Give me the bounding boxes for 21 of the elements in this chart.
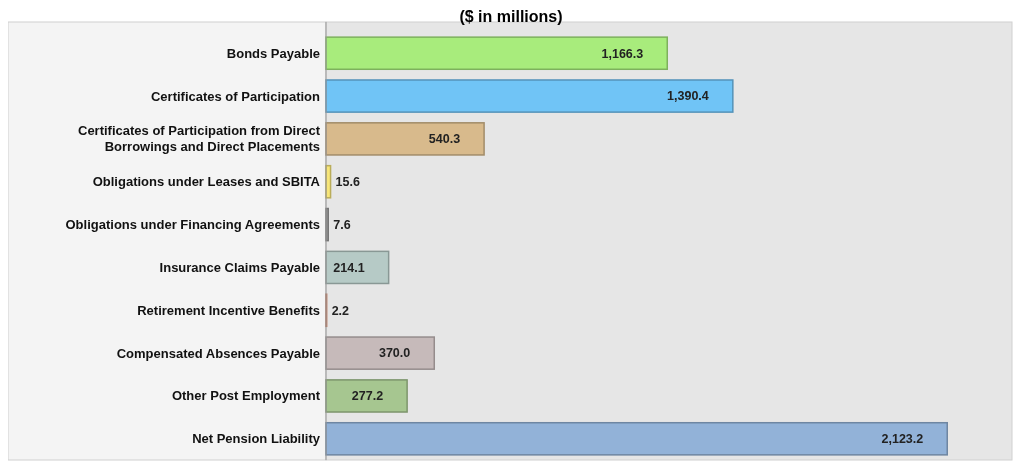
y-tick-label: Bonds Payable (226, 45, 320, 61)
y-tick-label: Insurance Claims Payable (159, 259, 320, 275)
y-tick-label: Retirement Incentive Benefits (137, 302, 320, 318)
y-tick-label: Obligations under Leases and SBITA (92, 174, 321, 190)
data-label: 1,166.3 (601, 46, 644, 61)
data-label: 2,123.2 (881, 432, 924, 447)
y-tick-label: Obligations under Financing Agreements (65, 217, 320, 233)
data-label: 2.2 (331, 303, 350, 318)
y-tick-label: Net Pension Liability (192, 431, 321, 447)
y-tick-label: Certificates of Participation from Direct Borrowings and Direct Placements (78, 123, 321, 155)
data-label: 15.6 (335, 175, 360, 190)
y-tick-label: Other Post Employment (171, 388, 321, 404)
data-label: 370.0 (378, 346, 411, 361)
data-label: 214.1 (333, 260, 365, 275)
data-label: 540.3 (428, 132, 461, 147)
y-tick-label: Certificates of Participation (150, 88, 321, 104)
data-label: 277.2 (351, 389, 384, 404)
chart-title: ($ in millions) (459, 8, 563, 25)
data-label: 7.6 (333, 217, 351, 232)
data-label: 1,390.4 (667, 89, 709, 104)
y-tick-label: Compensated Absences Payable (116, 345, 320, 361)
